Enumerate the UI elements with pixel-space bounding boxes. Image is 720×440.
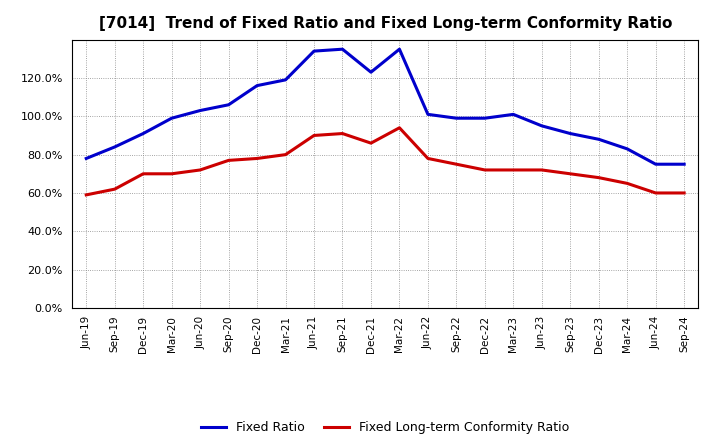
Fixed Ratio <box>680 161 688 167</box>
Fixed Long-term Conformity Ratio <box>366 140 375 146</box>
Fixed Ratio <box>509 112 518 117</box>
Fixed Long-term Conformity Ratio <box>139 171 148 176</box>
Line: Fixed Long-term Conformity Ratio: Fixed Long-term Conformity Ratio <box>86 128 684 195</box>
Fixed Ratio <box>595 137 603 142</box>
Fixed Ratio <box>366 70 375 75</box>
Fixed Long-term Conformity Ratio <box>395 125 404 130</box>
Fixed Ratio <box>338 47 347 52</box>
Fixed Ratio <box>82 156 91 161</box>
Fixed Ratio <box>282 77 290 82</box>
Fixed Long-term Conformity Ratio <box>680 191 688 196</box>
Fixed Long-term Conformity Ratio <box>338 131 347 136</box>
Fixed Ratio <box>225 102 233 107</box>
Fixed Ratio <box>566 131 575 136</box>
Fixed Ratio <box>253 83 261 88</box>
Fixed Ratio <box>623 146 631 151</box>
Fixed Long-term Conformity Ratio <box>423 156 432 161</box>
Fixed Long-term Conformity Ratio <box>310 133 318 138</box>
Line: Fixed Ratio: Fixed Ratio <box>86 49 684 164</box>
Fixed Ratio <box>196 108 204 113</box>
Fixed Long-term Conformity Ratio <box>509 167 518 172</box>
Fixed Long-term Conformity Ratio <box>282 152 290 157</box>
Fixed Ratio <box>452 116 461 121</box>
Fixed Long-term Conformity Ratio <box>452 161 461 167</box>
Fixed Ratio <box>110 144 119 150</box>
Fixed Ratio <box>537 123 546 128</box>
Fixed Ratio <box>139 131 148 136</box>
Fixed Long-term Conformity Ratio <box>253 156 261 161</box>
Fixed Long-term Conformity Ratio <box>225 158 233 163</box>
Fixed Ratio <box>652 161 660 167</box>
Fixed Ratio <box>395 47 404 52</box>
Fixed Long-term Conformity Ratio <box>652 191 660 196</box>
Fixed Ratio <box>310 48 318 54</box>
Title: [7014]  Trend of Fixed Ratio and Fixed Long-term Conformity Ratio: [7014] Trend of Fixed Ratio and Fixed Lo… <box>99 16 672 32</box>
Fixed Long-term Conformity Ratio <box>566 171 575 176</box>
Legend: Fixed Ratio, Fixed Long-term Conformity Ratio: Fixed Ratio, Fixed Long-term Conformity … <box>197 416 574 439</box>
Fixed Ratio <box>423 112 432 117</box>
Fixed Long-term Conformity Ratio <box>82 192 91 198</box>
Fixed Long-term Conformity Ratio <box>480 167 489 172</box>
Fixed Long-term Conformity Ratio <box>196 167 204 172</box>
Fixed Long-term Conformity Ratio <box>167 171 176 176</box>
Fixed Long-term Conformity Ratio <box>623 181 631 186</box>
Fixed Long-term Conformity Ratio <box>537 167 546 172</box>
Fixed Ratio <box>480 116 489 121</box>
Fixed Ratio <box>167 116 176 121</box>
Fixed Long-term Conformity Ratio <box>595 175 603 180</box>
Fixed Long-term Conformity Ratio <box>110 187 119 192</box>
